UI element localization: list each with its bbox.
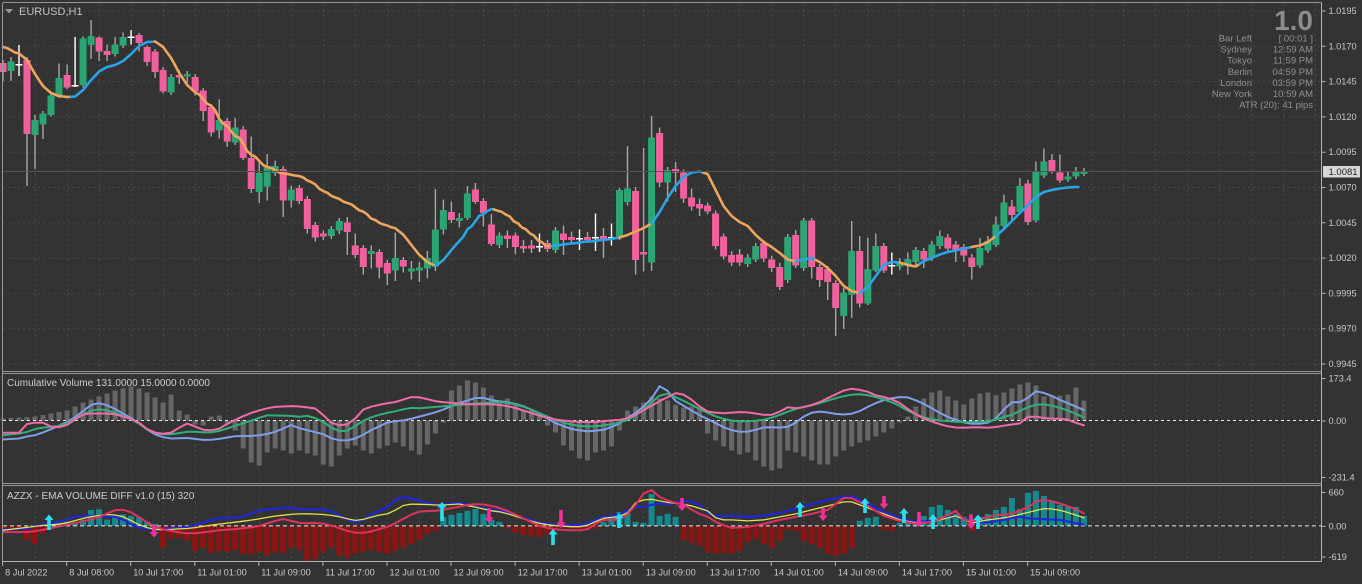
svg-text:12 Jul 17:00: 12 Jul 17:00 bbox=[518, 568, 568, 578]
svg-text:ATR (20): 41 pips: ATR (20): 41 pips bbox=[1239, 100, 1313, 111]
svg-text:04:59 PM: 04:59 PM bbox=[1272, 67, 1313, 78]
svg-text:11 Jul 17:00: 11 Jul 17:00 bbox=[325, 568, 374, 578]
svg-text:10:59 AM: 10:59 AM bbox=[1273, 89, 1313, 100]
svg-text:15 Jul 01:00: 15 Jul 01:00 bbox=[966, 568, 1016, 578]
svg-text:0.00: 0.00 bbox=[1329, 416, 1347, 426]
svg-text:03:59 PM: 03:59 PM bbox=[1272, 78, 1313, 89]
svg-text:15 Jul 09:00: 15 Jul 09:00 bbox=[1030, 568, 1080, 578]
svg-text:8 Jul 08:00: 8 Jul 08:00 bbox=[69, 568, 114, 578]
svg-text:1.0: 1.0 bbox=[1274, 5, 1313, 36]
svg-text:[ 00:01 ]: [ 00:01 ] bbox=[1279, 34, 1313, 45]
svg-text:11 Jul 09:00: 11 Jul 09:00 bbox=[261, 568, 310, 578]
svg-text:1.0081: 1.0081 bbox=[1329, 167, 1358, 178]
svg-text:14 Jul 01:00: 14 Jul 01:00 bbox=[774, 568, 824, 578]
svg-text:14 Jul 17:00: 14 Jul 17:00 bbox=[902, 568, 952, 578]
svg-text:1.0120: 1.0120 bbox=[1329, 112, 1357, 122]
svg-text:660: 660 bbox=[1329, 488, 1344, 498]
svg-text:New York: New York bbox=[1212, 89, 1252, 100]
svg-text:0.9945: 0.9945 bbox=[1329, 359, 1357, 369]
svg-text:173.4: 173.4 bbox=[1329, 374, 1352, 384]
svg-text:8 Jul 2022: 8 Jul 2022 bbox=[5, 568, 47, 578]
svg-text:-231.4: -231.4 bbox=[1329, 473, 1355, 483]
svg-text:1.0095: 1.0095 bbox=[1329, 147, 1357, 157]
svg-text:Bar Left: Bar Left bbox=[1219, 34, 1253, 45]
svg-text:Tokyo: Tokyo bbox=[1227, 56, 1252, 67]
svg-text:Sydney: Sydney bbox=[1220, 45, 1252, 56]
svg-text:Berlin: Berlin bbox=[1228, 67, 1252, 78]
svg-text:Cumulative Volume 131.0000 15.: Cumulative Volume 131.0000 15.0000 0.000… bbox=[7, 378, 210, 389]
svg-text:11 Jul 01:00: 11 Jul 01:00 bbox=[197, 568, 246, 578]
svg-text:1.0020: 1.0020 bbox=[1329, 253, 1357, 263]
svg-text:0.9995: 0.9995 bbox=[1329, 288, 1357, 298]
svg-text:0.9970: 0.9970 bbox=[1329, 324, 1357, 334]
svg-text:-619: -619 bbox=[1329, 552, 1347, 562]
svg-text:11:59 PM: 11:59 PM bbox=[1273, 56, 1313, 67]
svg-text:1.0170: 1.0170 bbox=[1329, 41, 1357, 51]
svg-text:13 Jul 01:00: 13 Jul 01:00 bbox=[582, 568, 632, 578]
svg-text:14 Jul 09:00: 14 Jul 09:00 bbox=[838, 568, 888, 578]
svg-text:12 Jul 09:00: 12 Jul 09:00 bbox=[454, 568, 504, 578]
svg-text:London: London bbox=[1220, 78, 1252, 89]
svg-text:13 Jul 09:00: 13 Jul 09:00 bbox=[646, 568, 696, 578]
svg-text:12:59 AM: 12:59 AM bbox=[1273, 45, 1313, 56]
svg-text:AZZX - EMA VOLUME DIFF v1.0 (1: AZZX - EMA VOLUME DIFF v1.0 (15) 320 bbox=[7, 491, 195, 502]
svg-text:0.00: 0.00 bbox=[1329, 521, 1347, 531]
svg-text:10 Jul 17:00: 10 Jul 17:00 bbox=[133, 568, 183, 578]
svg-text:13 Jul 17:00: 13 Jul 17:00 bbox=[710, 568, 760, 578]
svg-text:1.0195: 1.0195 bbox=[1329, 6, 1357, 16]
svg-text:EURUSD,H1: EURUSD,H1 bbox=[19, 6, 83, 18]
svg-text:1.0145: 1.0145 bbox=[1329, 77, 1357, 87]
svg-text:12 Jul 01:00: 12 Jul 01:00 bbox=[390, 568, 440, 578]
svg-text:1.0070: 1.0070 bbox=[1329, 183, 1357, 193]
svg-text:1.0045: 1.0045 bbox=[1329, 218, 1357, 228]
